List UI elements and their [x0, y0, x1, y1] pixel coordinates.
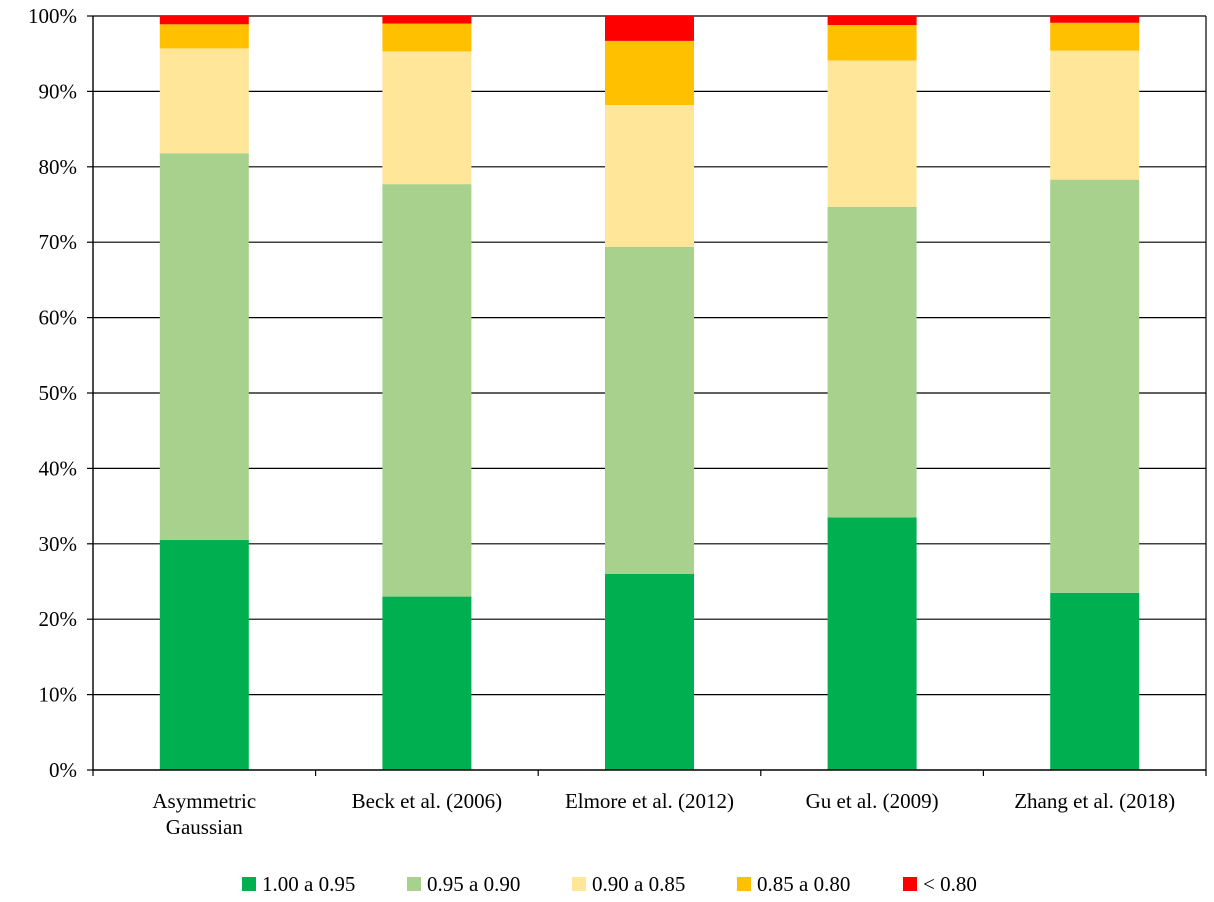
legend-label: 0.85 a 0.80: [757, 872, 850, 896]
legend-swatch: [903, 877, 917, 891]
bar-segment: [1050, 592, 1140, 770]
category-labels: Asymmetric Gaussian Beck et al. (2006) Elmo…: [152, 789, 1175, 839]
bar-segment: [1050, 50, 1140, 180]
legend-swatch: [737, 877, 751, 891]
category-label: Gu et al. (2009): [806, 789, 939, 813]
bar-segment: [159, 16, 249, 25]
y-tick-label: 30%: [39, 532, 78, 556]
category-label-line: Gaussian: [166, 815, 243, 839]
bar-segment: [827, 25, 917, 61]
bar-segment: [827, 206, 917, 518]
bar-segment: [827, 60, 917, 207]
legend-swatch: [407, 877, 421, 891]
legend-label: 0.90 a 0.85: [592, 872, 685, 896]
y-tick-label: 50%: [39, 381, 78, 405]
legend-label: 1.00 a 0.95: [262, 872, 355, 896]
bar-segment: [605, 573, 694, 770]
legend-swatch: [242, 877, 256, 891]
category-label: Elmore et al. (2012): [565, 789, 734, 813]
bar-segment: [605, 40, 694, 105]
y-tick-label: 100%: [28, 4, 77, 28]
bar-segment: [382, 596, 472, 770]
bar-segment: [159, 48, 249, 154]
bar-segment: [382, 16, 472, 24]
bar-segment: [1050, 16, 1140, 23]
category-label-line: Beck et al. (2006): [352, 789, 502, 813]
bar-segment: [827, 16, 917, 26]
category-label: Zhang et al. (2018): [1014, 789, 1175, 813]
bar-segment: [605, 104, 694, 247]
legend-label: 0.95 a 0.90: [427, 872, 520, 896]
bar-segment: [159, 153, 249, 541]
bar-segment: [159, 24, 249, 49]
category-label: Beck et al. (2006): [352, 789, 502, 813]
legend-swatch: [572, 877, 586, 891]
y-tick-label: 70%: [39, 230, 78, 254]
y-tick-label: 90%: [39, 79, 78, 103]
legend-label: < 0.80: [923, 872, 977, 896]
category-label: Asymmetric Gaussian: [152, 789, 256, 839]
bar-segment: [382, 51, 472, 185]
y-tick-label: 20%: [39, 607, 78, 631]
legend: 1.00 a 0.95 0.95 a 0.90 0.90 a 0.85 0.85 a …: [242, 872, 977, 896]
bar-segment: [1050, 179, 1140, 593]
category-label-line: Elmore et al. (2012): [565, 789, 734, 813]
bar-segment: [605, 16, 694, 41]
y-tick-labels: 0% 10% 20% 30% 40% 50% 60% 70% 80% 90% 100%: [28, 4, 77, 782]
bar-segment: [382, 23, 472, 52]
category-label-line: Zhang et al. (2018): [1014, 789, 1175, 813]
y-tick-label: 80%: [39, 155, 78, 179]
category-label-line: Asymmetric: [152, 789, 256, 813]
y-tick-label: 40%: [39, 456, 78, 480]
bar-segment: [1050, 22, 1140, 51]
bars: [159, 16, 1140, 770]
y-tick-label: 10%: [39, 683, 78, 707]
y-tick-label: 0%: [49, 758, 77, 782]
axes: [87, 15, 1207, 776]
bar-segment: [605, 246, 694, 574]
category-label-line: Gu et al. (2009): [806, 789, 939, 813]
bar-segment: [382, 184, 472, 597]
y-tick-label: 60%: [39, 306, 78, 330]
bar-segment: [827, 517, 917, 770]
bar-segment: [159, 540, 249, 770]
